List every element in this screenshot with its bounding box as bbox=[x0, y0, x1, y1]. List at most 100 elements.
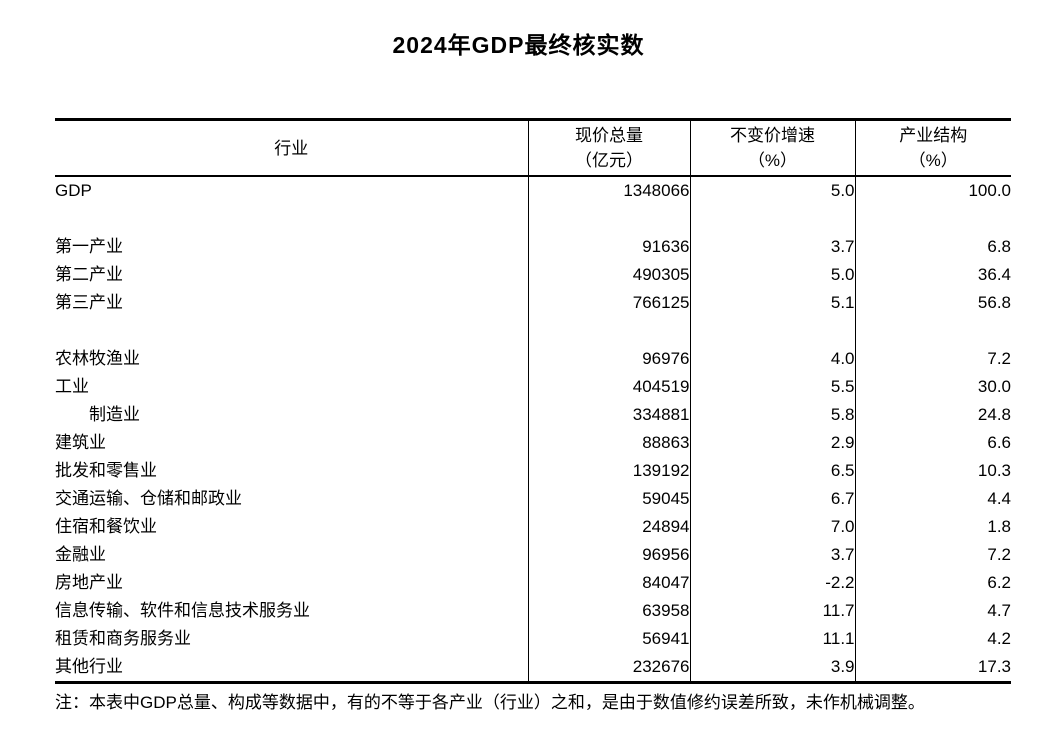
header-row: 行业 现价总量 （亿元） 不变价增速 （%） 产业结构 （%） bbox=[55, 119, 1011, 177]
gdp-table: 行业 现价总量 （亿元） 不变价增速 （%） 产业结构 （%） GDP 1 bbox=[55, 118, 1011, 684]
table-row-hotels-catering: 住宿和餐饮业 24894 7.0 1.8 bbox=[55, 513, 1011, 541]
col-header-current-price-total: 现价总量 （亿元） bbox=[527, 119, 690, 177]
col-header-industry: 行业 bbox=[55, 119, 528, 177]
col-header-structure-line1: 产业结构 bbox=[899, 126, 968, 145]
row-label: 建筑业 bbox=[55, 433, 106, 452]
row-total: 96976 bbox=[527, 345, 690, 373]
page-title: 2024年GDP最终核实数 bbox=[392, 32, 645, 58]
row-growth: 2.9 bbox=[689, 429, 855, 457]
row-label: 房地产业 bbox=[55, 573, 123, 592]
row-growth: 5.0 bbox=[689, 261, 855, 289]
row-growth: 11.7 bbox=[689, 597, 855, 625]
table-row-finance: 金融业 96956 3.7 7.2 bbox=[55, 541, 1011, 569]
row-structure: 4.4 bbox=[854, 485, 1011, 513]
row-structure: 10.3 bbox=[854, 457, 1011, 485]
table-row-transport-storage-post: 交通运输、仓储和邮政业 59045 6.7 4.4 bbox=[55, 485, 1011, 513]
row-growth: 7.0 bbox=[689, 513, 855, 541]
table-row-manufacturing: 制造业 334881 5.8 24.8 bbox=[55, 401, 1011, 429]
row-structure: 6.2 bbox=[854, 569, 1011, 597]
row-total: 59045 bbox=[527, 485, 690, 513]
table-header: 行业 现价总量 （亿元） 不变价增速 （%） 产业结构 （%） bbox=[55, 119, 1011, 177]
table-row-wholesale-retail: 批发和零售业 139192 6.5 10.3 bbox=[55, 457, 1011, 485]
col-header-growth-line1: 不变价增速 bbox=[730, 126, 815, 145]
row-growth: -2.2 bbox=[689, 569, 855, 597]
row-growth: 3.7 bbox=[689, 541, 855, 569]
row-label: 信息传输、软件和信息技术服务业 bbox=[55, 601, 310, 620]
row-label: 住宿和餐饮业 bbox=[55, 517, 157, 536]
row-label: 工业 bbox=[55, 377, 89, 396]
row-structure: 7.2 bbox=[854, 541, 1011, 569]
row-growth: 6.7 bbox=[689, 485, 855, 513]
row-structure: 6.8 bbox=[854, 233, 1011, 261]
row-label: 制造业 bbox=[89, 405, 140, 424]
spacer-row bbox=[55, 205, 1011, 233]
row-total: 56941 bbox=[527, 625, 690, 653]
row-total: 63958 bbox=[527, 597, 690, 625]
row-label: 第一产业 bbox=[55, 237, 123, 256]
row-label: 交通运输、仓储和邮政业 bbox=[55, 489, 242, 508]
col-header-industry-structure: 产业结构 （%） bbox=[854, 119, 1011, 177]
row-total: 766125 bbox=[527, 289, 690, 317]
gdp-table-container: 行业 现价总量 （亿元） 不变价增速 （%） 产业结构 （%） GDP 1 bbox=[55, 118, 1011, 684]
row-structure: 17.3 bbox=[854, 653, 1011, 683]
table-row-real-estate: 房地产业 84047 -2.2 6.2 bbox=[55, 569, 1011, 597]
row-growth: 3.7 bbox=[689, 233, 855, 261]
footnote: 注：本表中GDP总量、构成等数据中，有的不等于各产业（行业）之和，是由于数值修约… bbox=[55, 693, 925, 712]
row-label: 农林牧渔业 bbox=[55, 349, 140, 368]
row-total: 1348066 bbox=[527, 176, 690, 205]
row-structure: 1.8 bbox=[854, 513, 1011, 541]
row-total: 404519 bbox=[527, 373, 690, 401]
table-row-information-technology: 信息传输、软件和信息技术服务业 63958 11.7 4.7 bbox=[55, 597, 1011, 625]
row-total: 232676 bbox=[527, 653, 690, 683]
row-total: 88863 bbox=[527, 429, 690, 457]
row-growth: 5.1 bbox=[689, 289, 855, 317]
table-row-industry: 工业 404519 5.5 30.0 bbox=[55, 373, 1011, 401]
table-row-leasing-business-services: 租赁和商务服务业 56941 11.1 4.2 bbox=[55, 625, 1011, 653]
table-row-other-industries: 其他行业 232676 3.9 17.3 bbox=[55, 653, 1011, 683]
row-growth: 5.5 bbox=[689, 373, 855, 401]
table-body: GDP 1348066 5.0 100.0 第一产业 91636 3.7 6.8… bbox=[55, 176, 1011, 683]
col-header-current-price-line2: （亿元） bbox=[575, 151, 643, 170]
col-header-structure-line2: （%） bbox=[908, 151, 958, 170]
table-row-secondary-industry: 第二产业 490305 5.0 36.4 bbox=[55, 261, 1011, 289]
spacer-row bbox=[55, 317, 1011, 345]
row-structure: 6.6 bbox=[854, 429, 1011, 457]
row-label: 其他行业 bbox=[55, 657, 123, 676]
row-total: 334881 bbox=[527, 401, 690, 429]
row-growth: 6.5 bbox=[689, 457, 855, 485]
row-structure: 4.2 bbox=[854, 625, 1011, 653]
col-header-growth-line2: （%） bbox=[747, 151, 798, 170]
row-total: 84047 bbox=[527, 569, 690, 597]
row-structure: 24.8 bbox=[854, 401, 1011, 429]
row-growth: 5.0 bbox=[689, 176, 855, 205]
col-header-current-price-line1: 现价总量 bbox=[575, 126, 643, 145]
row-structure: 36.4 bbox=[854, 261, 1011, 289]
col-header-industry-label: 行业 bbox=[274, 138, 309, 158]
table-row-primary-industry: 第一产业 91636 3.7 6.8 bbox=[55, 233, 1011, 261]
row-growth: 4.0 bbox=[689, 345, 855, 373]
table-row-agriculture: 农林牧渔业 96976 4.0 7.2 bbox=[55, 345, 1011, 373]
row-label: 金融业 bbox=[55, 545, 106, 564]
row-total: 490305 bbox=[527, 261, 690, 289]
row-structure: 56.8 bbox=[854, 289, 1011, 317]
table-row-gdp: GDP 1348066 5.0 100.0 bbox=[55, 176, 1011, 205]
table-row-construction: 建筑业 88863 2.9 6.6 bbox=[55, 429, 1011, 457]
row-total: 139192 bbox=[527, 457, 690, 485]
row-total: 91636 bbox=[527, 233, 690, 261]
row-label: 批发和零售业 bbox=[55, 461, 157, 480]
row-structure: 4.7 bbox=[854, 597, 1011, 625]
row-structure: 100.0 bbox=[854, 176, 1011, 205]
row-label: 租赁和商务服务业 bbox=[55, 629, 191, 648]
row-structure: 7.2 bbox=[854, 345, 1011, 373]
row-growth: 3.9 bbox=[689, 653, 855, 683]
row-total: 96956 bbox=[527, 541, 690, 569]
row-growth: 5.8 bbox=[689, 401, 855, 429]
row-growth: 11.1 bbox=[689, 625, 855, 653]
row-total: 24894 bbox=[527, 513, 690, 541]
row-label: 第三产业 bbox=[55, 293, 123, 312]
row-structure: 30.0 bbox=[854, 373, 1011, 401]
row-label: GDP bbox=[55, 181, 92, 200]
row-label: 第二产业 bbox=[55, 265, 123, 284]
col-header-constant-price-growth: 不变价增速 （%） bbox=[689, 119, 855, 177]
table-row-tertiary-industry: 第三产业 766125 5.1 56.8 bbox=[55, 289, 1011, 317]
